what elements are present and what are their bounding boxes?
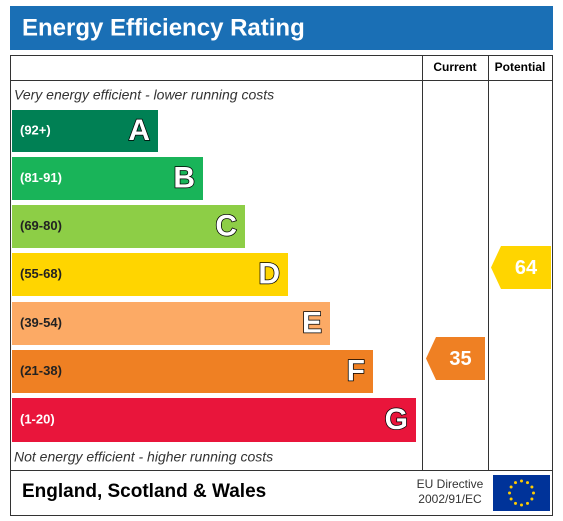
band bbox=[12, 350, 373, 393]
band-range: (55-68) bbox=[20, 266, 62, 281]
band-letter: C bbox=[215, 209, 237, 242]
band-letter: F bbox=[347, 354, 365, 387]
eu-star bbox=[509, 485, 513, 489]
band bbox=[12, 205, 245, 248]
band bbox=[12, 253, 288, 296]
eu-star bbox=[509, 497, 513, 501]
top-note: Very energy efficient - lower running co… bbox=[14, 87, 274, 103]
footer-region: England, Scotland & Wales bbox=[22, 481, 266, 502]
directive: EU Directive bbox=[417, 477, 484, 491]
band-range: (21-38) bbox=[20, 363, 62, 378]
eu-star bbox=[530, 485, 534, 489]
potential-value: 64 bbox=[515, 257, 538, 279]
band-letter: E bbox=[302, 306, 322, 339]
band-letter: A bbox=[128, 114, 150, 147]
directive: 2002/91/EC bbox=[418, 492, 482, 506]
band-letter: G bbox=[385, 403, 408, 436]
eu-star bbox=[526, 501, 529, 505]
eu-stars bbox=[508, 479, 535, 507]
eu-star bbox=[520, 479, 523, 483]
band bbox=[12, 398, 416, 442]
title-bar bbox=[10, 6, 553, 50]
potential-header: Potential bbox=[495, 60, 546, 74]
eu-star bbox=[526, 481, 529, 485]
title: Energy Efficiency Rating bbox=[22, 14, 305, 41]
potential-arrow bbox=[491, 246, 551, 289]
band-letter: B bbox=[173, 161, 195, 194]
bottom-note: Not energy efficient - higher running co… bbox=[14, 449, 273, 465]
eu-star bbox=[520, 503, 523, 507]
eu-star bbox=[508, 491, 511, 495]
band bbox=[12, 157, 203, 200]
eu-star bbox=[532, 491, 535, 495]
frame bbox=[10, 55, 553, 516]
eu-star bbox=[514, 481, 517, 485]
band-range: (39-54) bbox=[20, 315, 62, 330]
current-header: Current bbox=[433, 60, 476, 74]
band-range: (69-80) bbox=[20, 218, 62, 233]
current-arrow bbox=[426, 337, 485, 380]
eu-star bbox=[514, 501, 517, 505]
band bbox=[12, 302, 330, 345]
band bbox=[12, 110, 158, 152]
band-range: (92+) bbox=[20, 122, 51, 137]
band-range: (81-91) bbox=[20, 170, 62, 185]
band-range: (1-20) bbox=[20, 411, 55, 426]
eu-star bbox=[530, 497, 534, 501]
current-value: 35 bbox=[449, 348, 471, 370]
band-letter: D bbox=[258, 257, 280, 290]
